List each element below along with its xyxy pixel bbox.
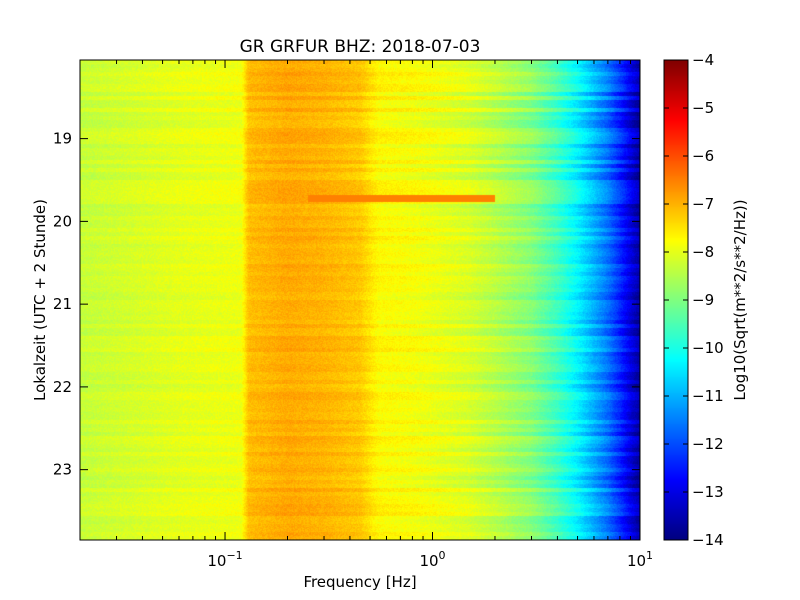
y-tick-label: 22 xyxy=(53,378,72,396)
y-axis-label: Lokalzeit (UTC + 2 Stunde) xyxy=(31,199,49,401)
colorbar-tick-label: −10 xyxy=(692,339,724,357)
y-tick-label: 20 xyxy=(53,212,72,230)
x-axis-label: Frequency [Hz] xyxy=(303,573,416,591)
colorbar-ticks: −4 −5 −6 −7 −8 −9 −10 −11 −12 −13 −14 xyxy=(664,51,724,549)
x-tick-label: 10−1 xyxy=(207,549,242,570)
colorbar-tick-label: −5 xyxy=(692,99,714,117)
colorbar-tick-label: −14 xyxy=(692,531,724,549)
colorbar-label: Log10(Sqrt(m**2/s**2/Hz)) xyxy=(731,199,749,400)
colorbar-tick-label: −13 xyxy=(692,483,724,501)
colorbar-tick-label: −12 xyxy=(692,435,724,453)
plot-area xyxy=(79,59,641,541)
spectrogram-heatmap xyxy=(80,60,640,540)
colorbar-tick-label: −11 xyxy=(692,387,724,405)
y-tick-label: 23 xyxy=(53,461,72,479)
chart-title: GR GRFUR BHZ: 2018-07-03 xyxy=(240,37,481,57)
x-tick-label: 100 xyxy=(419,549,445,570)
colorbar-tick-label: −9 xyxy=(692,291,714,309)
colorbar-tick-label: −4 xyxy=(692,51,714,69)
x-tick-label: 101 xyxy=(627,549,653,570)
y-tick-label: 21 xyxy=(53,295,72,313)
x-axis-ticks: 10−1 100 101 xyxy=(79,60,653,570)
colorbar-tick-label: −7 xyxy=(692,195,714,213)
colorbar-tick-label: −6 xyxy=(692,147,714,165)
y-tick-label: 19 xyxy=(53,130,72,148)
y-axis-ticks: 19 20 21 22 23 xyxy=(53,130,640,479)
colorbar-tick-label: −8 xyxy=(692,243,714,261)
plot-frame xyxy=(79,59,641,541)
colorbar: −4 −5 −6 −7 −8 −9 −10 −11 −12 −13 −14 xyxy=(663,51,724,549)
